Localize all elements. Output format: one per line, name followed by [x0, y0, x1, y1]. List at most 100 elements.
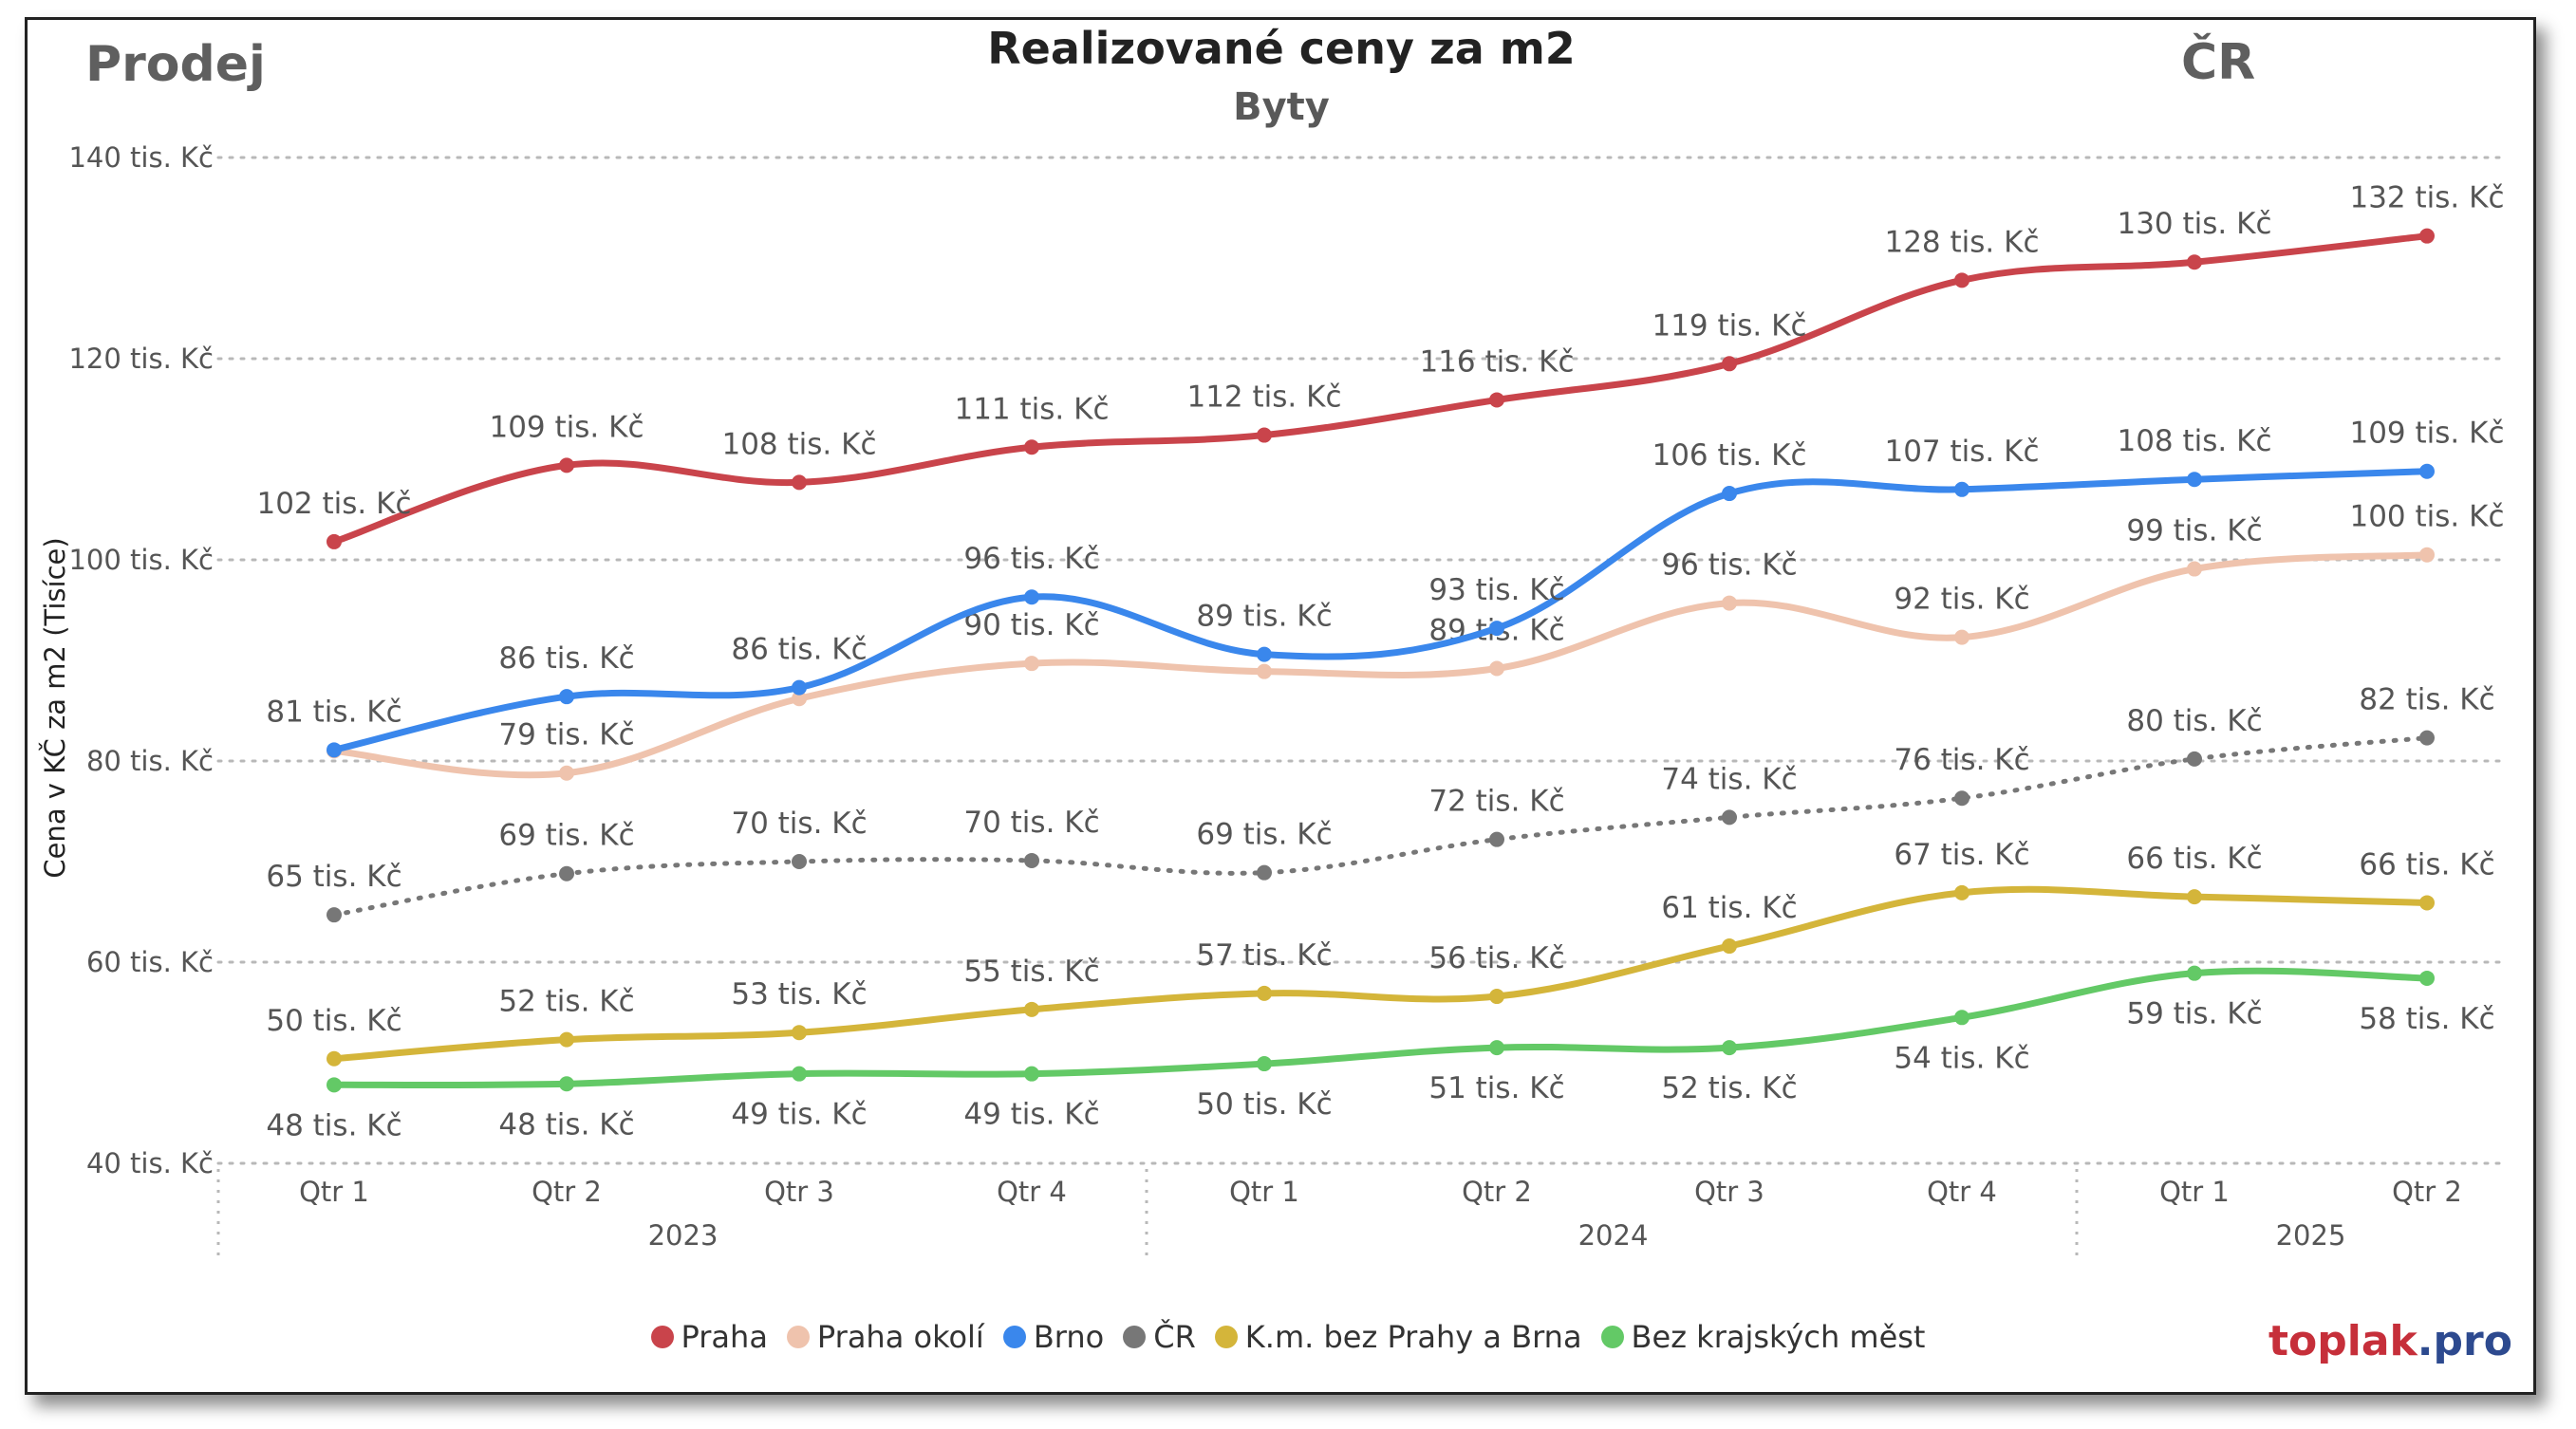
data-label-bez-krajskych-mest: 59 tis. Kč	[2126, 997, 2262, 1031]
legend-swatch	[786, 1326, 810, 1348]
x-tick-label: Qtr 1	[2159, 1176, 2230, 1208]
data-label-brno: 89 tis. Kč	[1196, 600, 1332, 634]
legend-label: ČR	[1153, 1319, 1196, 1355]
legend-swatch	[1214, 1326, 1238, 1348]
data-point-bez-krajskych-mest	[2419, 970, 2435, 986]
y-tick-label: 120 tis. Kč	[68, 343, 214, 375]
legend-item-brno[interactable]: Brno	[1002, 1319, 1104, 1355]
data-label-bez-krajskych-mest: 52 tis. Kč	[1661, 1071, 1797, 1105]
data-label-brno: 86 tis. Kč	[498, 641, 634, 676]
data-point-k-m-bez-prahy-a-brna	[327, 1050, 342, 1067]
data-label-cr: 65 tis. Kč	[266, 860, 401, 894]
data-label-praha: 132 tis. Kč	[2349, 181, 2504, 215]
data-point-cr	[2419, 730, 2435, 746]
data-point-praha-okoli	[1024, 656, 1039, 672]
data-label-cr: 74 tis. Kč	[1661, 762, 1797, 796]
brand-logo: toplak.pro	[2268, 1317, 2512, 1365]
data-label-k-m-bez-prahy-a-brna: 52 tis. Kč	[498, 985, 634, 1019]
data-point-brno	[2187, 472, 2202, 488]
data-label-bez-krajskych-mest: 51 tis. Kč	[1428, 1071, 1564, 1105]
data-point-praha	[792, 474, 807, 491]
legend-item-praha-okoli[interactable]: Praha okolí	[786, 1319, 984, 1355]
legend-item-praha[interactable]: Praha	[650, 1319, 768, 1355]
data-label-k-m-bez-prahy-a-brna: 66 tis. Kč	[2359, 847, 2494, 882]
series-line-k-m-bez-prahy-a-brna	[330, 885, 2431, 1063]
data-point-k-m-bez-prahy-a-brna	[1954, 884, 1969, 900]
region-title: ČR	[2181, 34, 2256, 91]
series-line-bez-krajskych-mest	[330, 967, 2431, 1089]
data-label-k-m-bez-prahy-a-brna: 57 tis. Kč	[1196, 938, 1332, 973]
data-label-bez-krajskych-mest: 58 tis. Kč	[2359, 1002, 2494, 1036]
data-label-k-m-bez-prahy-a-brna: 50 tis. Kč	[266, 1004, 401, 1038]
y-tick-label: 100 tis. Kč	[68, 544, 214, 576]
data-label-bez-krajskych-mest: 54 tis. Kč	[1894, 1041, 2029, 1075]
legend-swatch	[650, 1326, 674, 1348]
data-point-k-m-bez-prahy-a-brna	[559, 1031, 574, 1048]
data-label-bez-krajskych-mest: 49 tis. Kč	[963, 1098, 1099, 1132]
data-point-k-m-bez-prahy-a-brna	[1489, 989, 1504, 1005]
chart-subtitle: Byty	[1233, 85, 1330, 129]
x-year-label: 2023	[648, 1219, 719, 1252]
data-point-praha	[2187, 254, 2202, 270]
series-line-brno	[330, 468, 2431, 753]
data-point-praha	[1257, 427, 1272, 443]
data-point-bez-krajskych-mest	[1257, 1056, 1272, 1072]
data-point-praha-okoli	[559, 765, 574, 781]
data-label-k-m-bez-prahy-a-brna: 61 tis. Kč	[1661, 891, 1797, 925]
series-line-praha-okoli	[330, 551, 2431, 779]
data-label-brno: 96 tis. Kč	[963, 542, 1099, 576]
data-point-praha	[2419, 228, 2435, 244]
x-year-label: 2024	[1578, 1219, 1649, 1252]
chart-frame	[25, 17, 2536, 1395]
legend-item-bez-krajskych-mest[interactable]: Bez krajských měst	[1600, 1319, 1925, 1355]
legend-swatch	[1123, 1326, 1147, 1348]
data-label-bez-krajskych-mest: 48 tis. Kč	[266, 1108, 401, 1142]
data-label-brno: 93 tis. Kč	[1428, 573, 1564, 607]
brand-tld: pro	[2433, 1317, 2512, 1365]
data-point-praha	[1954, 272, 1969, 288]
data-label-cr: 72 tis. Kč	[1428, 785, 1564, 819]
y-tick-label: 80 tis. Kč	[86, 745, 214, 777]
data-point-k-m-bez-prahy-a-brna	[2419, 895, 2435, 911]
data-point-cr	[1024, 852, 1039, 868]
x-tick-label: Qtr 1	[299, 1176, 369, 1208]
chart-legend: Praha Praha okolí Brno ČR K.m. bez Prahy a B…	[0, 1319, 2576, 1355]
data-point-cr	[1954, 790, 1969, 807]
data-point-praha-okoli	[792, 691, 807, 707]
y-tick-label: 60 tis. Kč	[86, 946, 214, 978]
brand-dot: .	[2417, 1317, 2434, 1365]
x-tick-label: Qtr 2	[1462, 1176, 1532, 1208]
legend-item-cr[interactable]: ČR	[1123, 1319, 1196, 1355]
data-point-cr	[792, 854, 807, 869]
data-label-k-m-bez-prahy-a-brna: 67 tis. Kč	[1894, 838, 2029, 872]
data-point-praha	[559, 457, 574, 473]
data-label-praha: 119 tis. Kč	[1652, 308, 1806, 343]
data-label-cr: 70 tis. Kč	[731, 807, 867, 841]
data-point-brno	[2419, 463, 2435, 479]
data-point-praha-okoli	[2187, 561, 2202, 577]
data-point-k-m-bez-prahy-a-brna	[1257, 985, 1272, 1001]
data-label-brno: 107 tis. Kč	[1884, 435, 2039, 469]
data-point-brno	[1257, 646, 1272, 662]
data-label-praha-okoli: 92 tis. Kč	[1894, 583, 2029, 617]
legend-label: Praha	[681, 1319, 768, 1355]
x-tick-label: Qtr 1	[1229, 1176, 1299, 1208]
data-label-bez-krajskych-mest: 48 tis. Kč	[498, 1107, 634, 1141]
data-label-cr: 80 tis. Kč	[2126, 704, 2262, 738]
data-point-bez-krajskych-mest	[1722, 1040, 1737, 1056]
data-label-cr: 82 tis. Kč	[2359, 683, 2494, 717]
data-point-brno	[327, 742, 342, 758]
data-point-cr	[559, 865, 574, 882]
data-label-praha: 108 tis. Kč	[721, 427, 876, 461]
legend-item-k-m-bez-prahy-a-brna[interactable]: K.m. bez Prahy a Brna	[1214, 1319, 1582, 1355]
data-point-cr	[327, 907, 342, 923]
data-label-cr: 70 tis. Kč	[963, 806, 1099, 840]
series-line-praha	[330, 232, 2431, 546]
data-point-praha	[1024, 439, 1039, 455]
x-tick-label: Qtr 2	[2392, 1176, 2462, 1208]
data-point-brno	[559, 689, 574, 705]
chart-title: Realizované ceny za m2	[987, 23, 1576, 74]
data-label-bez-krajskych-mest: 50 tis. Kč	[1196, 1087, 1332, 1122]
data-label-k-m-bez-prahy-a-brna: 66 tis. Kč	[2126, 842, 2262, 876]
